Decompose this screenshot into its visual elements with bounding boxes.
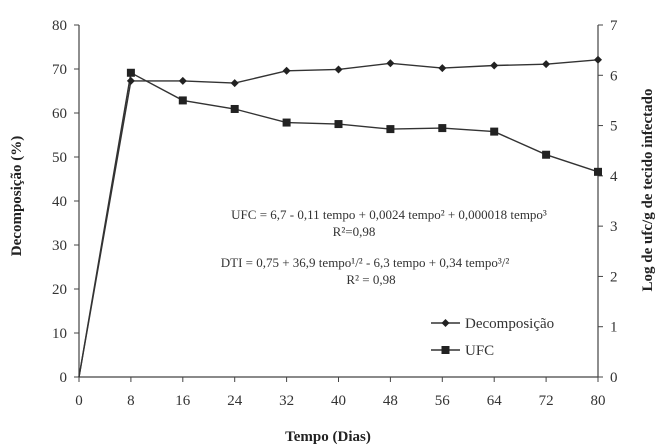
point-ufc: [335, 120, 343, 128]
y-tick-label: 10: [52, 326, 67, 342]
y-tick-label: 40: [52, 194, 67, 210]
y-tick-label: 20: [52, 282, 67, 298]
point-decomposicao: [231, 79, 239, 87]
x-tick-label: 72: [539, 393, 554, 409]
point-decomposicao: [335, 65, 343, 73]
y2-tick-label: 1: [610, 320, 618, 336]
point-ufc: [490, 128, 498, 136]
y-tick-label: 70: [52, 62, 67, 78]
x-tick-label: 64: [487, 393, 503, 409]
y2-tick-label: 7: [610, 18, 618, 34]
point-ufc: [542, 151, 550, 159]
annotation-dti-r2: R² = 0,98: [346, 272, 395, 287]
point-ufc: [179, 96, 187, 104]
y2-tick-label: 6: [610, 68, 618, 84]
legend-decomposicao-marker: [442, 319, 450, 327]
legend-decomposicao-label: Decomposição: [465, 316, 554, 332]
annotation-dti-equation: DTI = 0,75 + 36,9 tempo¹/² - 6,3 tempo +…: [221, 255, 510, 270]
y-tick-label: 0: [60, 370, 68, 386]
point-ufc: [127, 69, 135, 77]
point-decomposicao: [542, 60, 550, 68]
point-ufc: [386, 125, 394, 133]
annotation-ufc-r2: R²=0,98: [333, 224, 376, 239]
x-tick-label: 40: [331, 393, 346, 409]
point-ufc: [438, 124, 446, 132]
point-ufc: [594, 168, 602, 176]
x-tick-label: 32: [279, 393, 294, 409]
x-tick-label: 56: [435, 393, 451, 409]
y-tick-label: 50: [52, 150, 67, 166]
x-tick-label: 48: [383, 393, 398, 409]
point-decomposicao: [179, 77, 187, 85]
y-axis-label: Decomposição (%): [9, 136, 25, 256]
point-ufc: [283, 119, 291, 127]
x-axis-label: Tempo (Dias): [285, 429, 371, 445]
y2-tick-label: 2: [610, 269, 618, 285]
x-tick-label: 24: [227, 393, 243, 409]
y2-tick-label: 5: [610, 119, 618, 135]
y2-tick-label: 4: [610, 169, 618, 185]
point-decomposicao: [438, 64, 446, 72]
x-tick-label: 0: [75, 393, 83, 409]
point-ufc: [231, 105, 239, 113]
y-tick-label: 60: [52, 106, 67, 122]
point-decomposicao: [283, 67, 291, 75]
series-markers: [127, 56, 602, 176]
point-decomposicao: [594, 56, 602, 64]
annotation-ufc-equation: UFC = 6,7 - 0,11 tempo + 0,0024 tempo² +…: [231, 207, 547, 222]
legend: Decomposição UFC: [431, 316, 554, 359]
point-decomposicao: [490, 61, 498, 69]
legend-ufc-label: UFC: [465, 343, 494, 359]
y2-tick-label: 3: [610, 219, 618, 235]
legend-ufc-marker: [442, 346, 450, 354]
y-tick-label: 80: [52, 18, 67, 34]
point-decomposicao: [386, 59, 394, 67]
x-tick-label: 8: [127, 393, 135, 409]
y2-axis-label: Log de ufc/g de tecido infectado: [640, 89, 656, 292]
y2-tick-label: 0: [610, 370, 618, 386]
y-tick-label: 30: [52, 238, 67, 254]
x-tick-label: 80: [591, 393, 606, 409]
point-decomposicao: [127, 77, 135, 85]
x-tick-label: 16: [175, 393, 191, 409]
